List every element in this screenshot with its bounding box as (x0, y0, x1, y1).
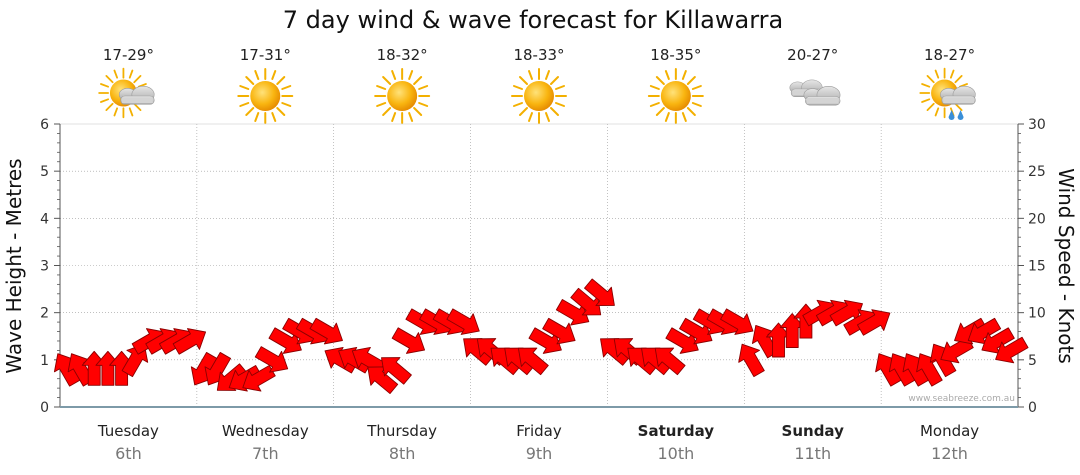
temperature-label: 20-27° (787, 46, 838, 64)
wind-arrow (981, 327, 1015, 354)
wind-arrow (446, 308, 480, 335)
day-date-label: 11th (794, 444, 831, 463)
temperature-label: 18-27° (924, 46, 975, 64)
left-tick-label: 5 (40, 164, 49, 180)
day-name-label: Wednesday (222, 422, 309, 440)
left-tick-label: 1 (40, 353, 49, 369)
right-tick-label: 5 (1028, 353, 1037, 369)
day-name-label: Tuesday (97, 422, 159, 440)
wind-arrow (995, 336, 1029, 364)
right-tick-label: 15 (1028, 259, 1046, 275)
wind-arrow (929, 343, 957, 378)
wind-arrow (254, 346, 289, 373)
right-tick-label: 0 (1028, 400, 1037, 416)
wind-arrow (309, 317, 343, 345)
right-tick-label: 30 (1028, 117, 1046, 133)
chart-title: 7 day wind & wave forecast for Killawarr… (283, 6, 783, 34)
day-date-label: 12th (931, 444, 968, 463)
credit-text: www.seabreeze.com.au (908, 394, 1015, 404)
right-tick-label: 20 (1028, 211, 1046, 227)
wind-arrow (779, 313, 805, 348)
day-name-label: Monday (920, 422, 979, 440)
wind-arrow (720, 308, 754, 335)
wind-arrow (967, 317, 1002, 345)
right-tick-label: 25 (1028, 164, 1046, 180)
right-axis-title: Wind Speed - Knots (1054, 168, 1078, 364)
wind-arrow (172, 328, 207, 355)
day-name-label: Saturday (638, 422, 715, 440)
day-date-label: 7th (252, 444, 279, 463)
left-tick-label: 4 (40, 211, 49, 227)
left-tick-label: 2 (40, 306, 49, 322)
sunny-icon (374, 68, 431, 124)
left-axis-title: Wave Height - Metres (2, 158, 26, 373)
wind-arrow (517, 347, 549, 376)
wind-arrow (665, 327, 699, 354)
temperature-label: 17-31° (240, 46, 291, 64)
wind-arrow (367, 366, 399, 395)
wind-arrow (584, 278, 615, 307)
wind-arrow (542, 317, 576, 345)
day-date-label: 6th (115, 444, 142, 463)
sunny-icon (511, 68, 567, 124)
wind-arrow (242, 365, 276, 392)
left-tick-label: 0 (40, 400, 49, 416)
rain-drop (957, 110, 964, 120)
day-name-label: Friday (516, 422, 562, 440)
left-tick-label: 6 (40, 117, 49, 133)
showers-icon (919, 67, 976, 120)
wind-arrow (391, 327, 426, 354)
wind-arrow (268, 327, 302, 354)
day-name-label: Thursday (366, 422, 437, 440)
wind-arrow (109, 350, 135, 386)
wind-arrow (738, 343, 765, 378)
wind-arrow (555, 299, 590, 326)
wind-arrow (570, 287, 602, 316)
day-date-label: 8th (389, 444, 416, 463)
wind-arrow (856, 309, 891, 336)
right-tick-label: 10 (1028, 306, 1046, 322)
wind-arrow (528, 327, 562, 354)
day-date-label: 9th (526, 444, 553, 463)
day-name-label: Sunday (782, 422, 845, 440)
rain-drop (948, 110, 955, 120)
temperature-label: 18-32° (377, 46, 428, 64)
wind-arrow (654, 347, 686, 376)
sunny-icon (237, 68, 294, 124)
left-tick-label: 3 (40, 259, 49, 275)
temperature-label: 18-35° (650, 46, 701, 64)
wind-arrow (916, 353, 943, 387)
temperature-label: 17-29° (103, 46, 154, 64)
wind-arrow (381, 357, 412, 385)
day-date-label: 10th (657, 444, 694, 463)
wind-arrow (766, 322, 791, 358)
sunny-icon (647, 68, 704, 124)
temperature-label: 18-33° (513, 46, 564, 64)
wind-arrow (679, 317, 713, 345)
